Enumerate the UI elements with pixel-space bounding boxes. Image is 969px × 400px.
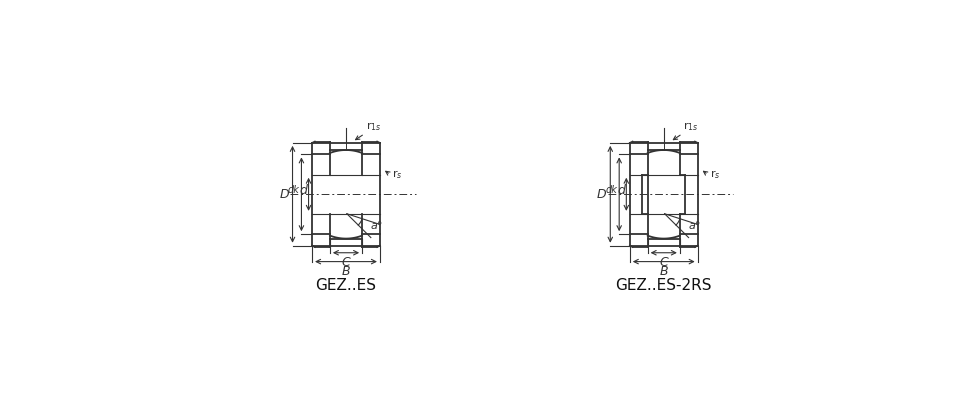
- Text: B: B: [659, 265, 668, 278]
- Text: C: C: [659, 256, 668, 269]
- Text: r$_s$: r$_s$: [391, 168, 402, 181]
- Text: GEZ..ES-2RS: GEZ..ES-2RS: [615, 278, 711, 292]
- Text: C: C: [341, 256, 350, 269]
- Text: d: d: [299, 184, 307, 197]
- Text: d: d: [617, 184, 625, 197]
- Text: dk: dk: [288, 185, 299, 195]
- Text: r$_s$: r$_s$: [709, 168, 720, 181]
- Text: B: B: [341, 265, 350, 278]
- Text: a°: a°: [687, 222, 700, 232]
- Text: D: D: [279, 188, 289, 201]
- Text: r$_{1s}$: r$_{1s}$: [682, 120, 698, 133]
- Text: r$_{1s}$: r$_{1s}$: [365, 120, 381, 133]
- Text: D: D: [597, 188, 606, 201]
- Text: a°: a°: [370, 222, 383, 232]
- Text: dk: dk: [605, 185, 616, 195]
- Text: GEZ..ES: GEZ..ES: [315, 278, 376, 292]
